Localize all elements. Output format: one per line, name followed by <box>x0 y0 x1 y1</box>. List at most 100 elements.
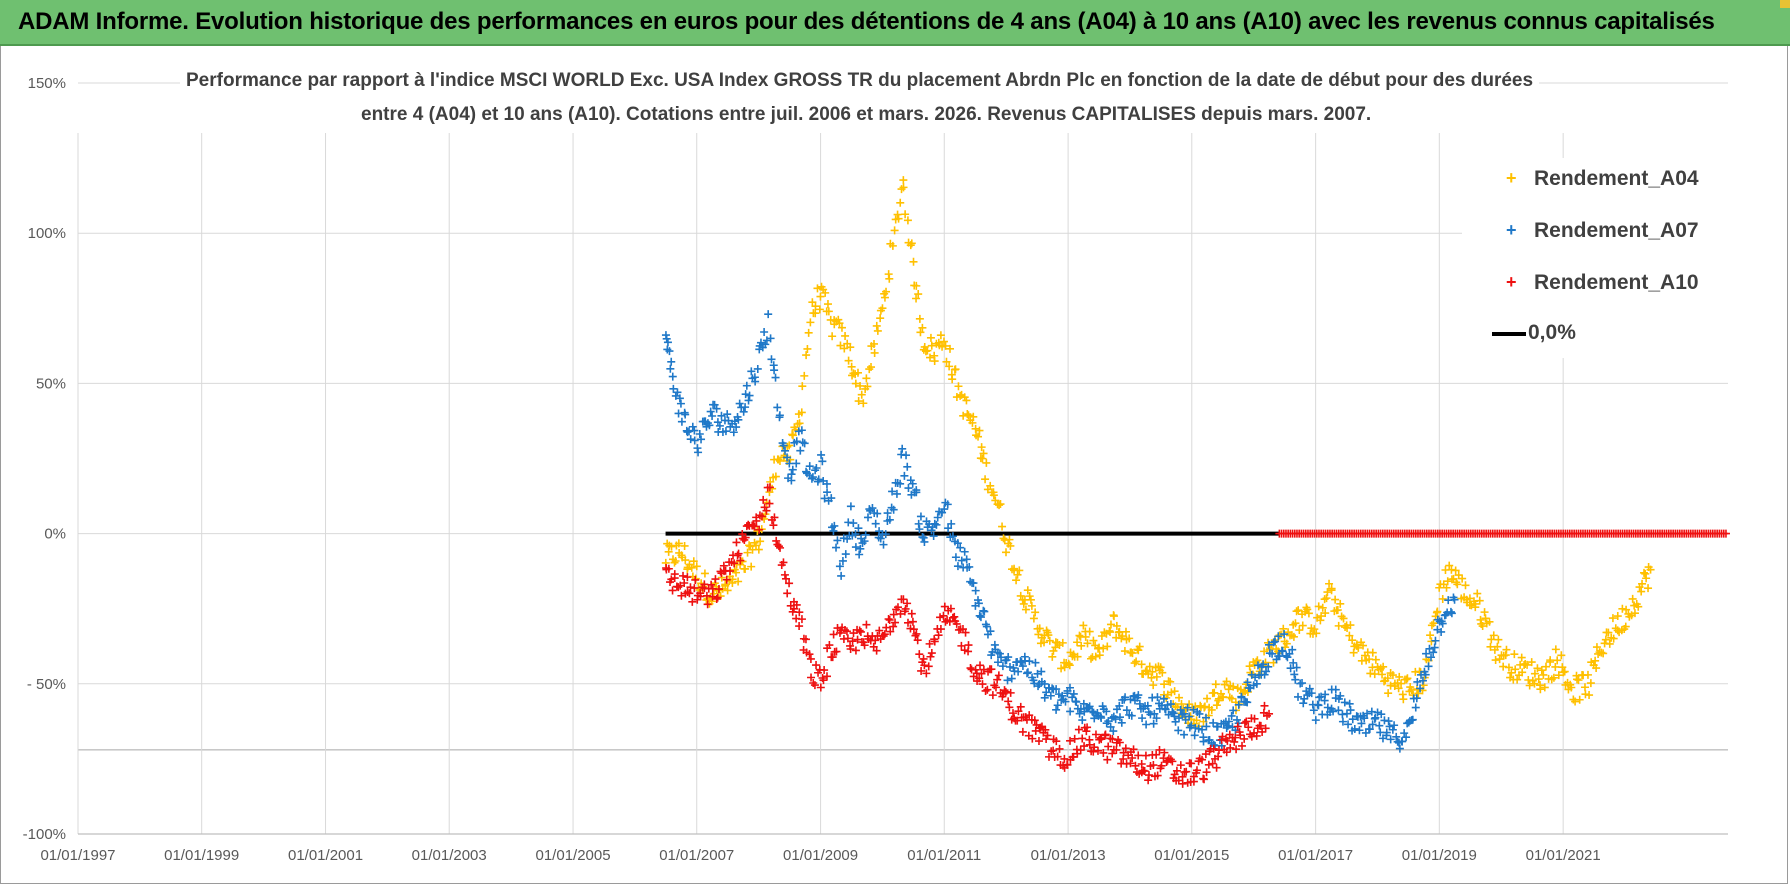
point-a10 <box>971 665 980 674</box>
point-a04 <box>979 449 988 458</box>
point-a04 <box>753 527 762 536</box>
point-a04 <box>743 548 752 557</box>
point-a10 <box>795 608 804 617</box>
point-a04 <box>927 341 936 350</box>
point-a07 <box>1122 706 1131 715</box>
point-a07 <box>808 473 817 482</box>
point-a07 <box>1053 701 1062 710</box>
point-a04 <box>823 300 832 309</box>
point-a07 <box>1229 706 1238 715</box>
point-a04 <box>939 337 948 346</box>
point-a04 <box>1106 628 1115 637</box>
point-a04 <box>1317 612 1326 621</box>
point-a10 <box>1006 688 1015 697</box>
point-a07 <box>797 426 806 435</box>
point-a04 <box>1160 680 1169 689</box>
point-a10 <box>1155 745 1164 754</box>
point-a04 <box>1586 679 1595 688</box>
point-a04 <box>996 500 1005 509</box>
point-a10 <box>1182 767 1191 776</box>
point-a04 <box>1060 663 1069 672</box>
point-a07 <box>775 411 784 420</box>
point-a07 <box>1340 698 1349 707</box>
point-a07 <box>904 484 913 493</box>
point-a04 <box>1451 566 1460 575</box>
point-a04 <box>788 430 797 439</box>
point-a07 <box>943 500 952 509</box>
point-a10 <box>726 567 735 576</box>
point-a07 <box>1386 735 1395 744</box>
point-a04 <box>1109 612 1118 621</box>
point-a07 <box>690 436 699 445</box>
point-a07 <box>1224 717 1233 726</box>
point-a10 <box>683 573 692 582</box>
point-a04 <box>1077 641 1086 650</box>
point-a07 <box>863 513 872 522</box>
point-a10 <box>927 649 936 658</box>
point-a04 <box>1585 691 1594 700</box>
point-a04 <box>844 356 853 365</box>
point-a10 <box>1250 714 1259 723</box>
point-a04 <box>840 344 849 353</box>
point-a10 <box>812 661 821 670</box>
point-a07 <box>1395 744 1404 753</box>
point-a04 <box>667 542 676 551</box>
point-a07 <box>1402 733 1411 742</box>
point-a04 <box>1073 652 1082 661</box>
point-a04 <box>741 564 750 573</box>
point-a04 <box>851 379 860 388</box>
point-a07 <box>663 338 672 347</box>
point-a07 <box>1274 632 1283 641</box>
point-a07 <box>1234 700 1243 709</box>
point-a04 <box>1318 603 1327 612</box>
point-a10 <box>1063 760 1072 769</box>
point-a04 <box>806 318 815 327</box>
point-a07 <box>1201 713 1210 722</box>
point-a04 <box>1622 605 1631 614</box>
point-a10 <box>1144 771 1153 780</box>
point-a04 <box>1493 642 1502 651</box>
point-a07 <box>980 607 989 616</box>
point-a10 <box>978 680 987 689</box>
point-a04 <box>1527 658 1536 667</box>
point-a07 <box>1202 722 1211 731</box>
point-a04 <box>1551 645 1560 654</box>
point-a10 <box>757 512 766 521</box>
point-a04 <box>918 323 927 332</box>
point-a07 <box>1446 607 1455 616</box>
point-a07 <box>721 427 730 436</box>
point-a07 <box>1305 684 1314 693</box>
point-a10 <box>920 661 929 670</box>
point-a04 <box>811 302 820 311</box>
point-a04 <box>885 274 894 283</box>
point-a04 <box>1065 661 1074 670</box>
point-a10 <box>1103 755 1112 764</box>
point-a07 <box>764 310 773 319</box>
point-a07 <box>1280 630 1289 639</box>
point-a07 <box>1363 709 1372 718</box>
point-a04 <box>1044 631 1053 640</box>
point-a04 <box>1292 607 1301 616</box>
point-a04 <box>912 281 921 290</box>
point-a10 <box>683 588 692 597</box>
point-a07 <box>1143 701 1152 710</box>
point-a07 <box>1007 674 1016 683</box>
point-a07 <box>908 479 917 488</box>
point-a10 <box>762 506 771 515</box>
point-a10 <box>1108 735 1117 744</box>
point-a07 <box>940 505 949 514</box>
x-tick-label: 01/01/2009 <box>783 847 858 864</box>
point-a04 <box>1095 651 1104 660</box>
point-a10 <box>981 686 990 695</box>
point-a07 <box>1183 703 1192 712</box>
point-a04 <box>974 432 983 441</box>
point-a10 <box>765 483 774 492</box>
point-a07 <box>1309 706 1318 715</box>
point-a04 <box>1021 605 1030 614</box>
point-a07 <box>827 494 836 503</box>
point-a07 <box>667 357 676 366</box>
point-a04 <box>692 562 701 571</box>
point-a07 <box>1292 663 1301 672</box>
point-a04 <box>1322 594 1331 603</box>
point-a10 <box>1053 752 1062 761</box>
